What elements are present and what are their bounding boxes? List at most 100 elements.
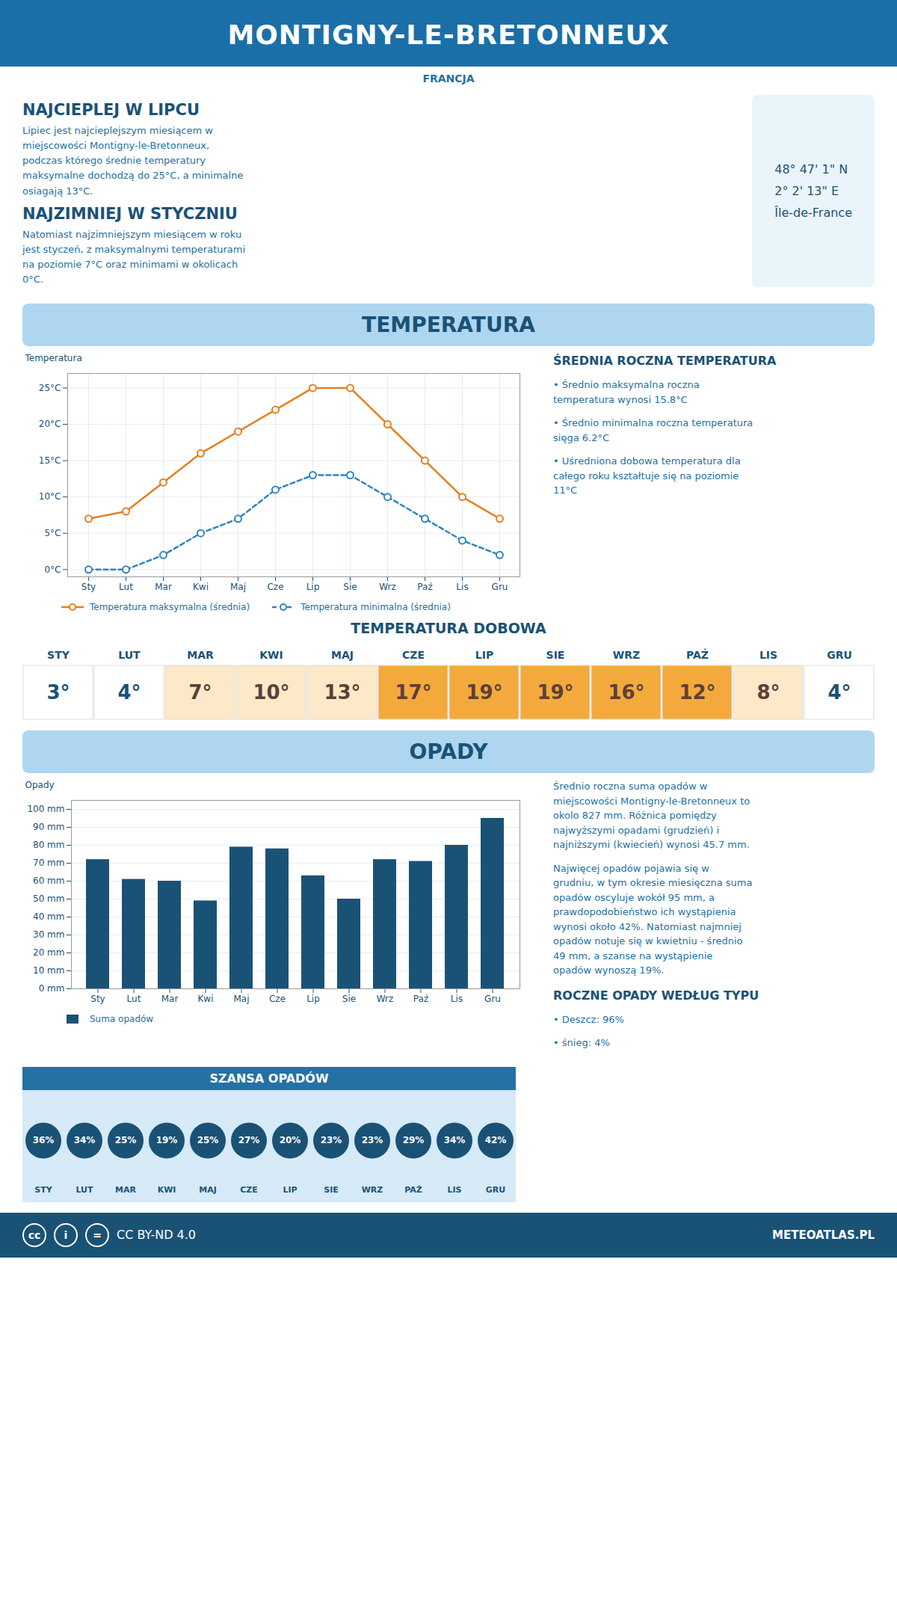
svg-text:0°C: 0°C bbox=[44, 564, 61, 575]
svg-text:LIS: LIS bbox=[447, 1184, 462, 1195]
svg-text:4°: 4° bbox=[117, 680, 141, 704]
svg-text:12°: 12° bbox=[678, 680, 716, 704]
svg-text:GRU: GRU bbox=[826, 648, 853, 661]
svg-text:7°: 7° bbox=[188, 680, 212, 704]
svg-text:34%: 34% bbox=[444, 1134, 466, 1146]
svg-text:Opady: Opady bbox=[25, 779, 55, 791]
svg-text:10°: 10° bbox=[252, 680, 290, 704]
svg-text:20°C: 20°C bbox=[38, 419, 62, 430]
svg-text:Paź: Paź bbox=[413, 993, 429, 1004]
svg-text:19°: 19° bbox=[465, 680, 503, 704]
svg-text:SIE: SIE bbox=[546, 648, 566, 661]
svg-text:Sty: Sty bbox=[81, 581, 96, 593]
svg-text:20%: 20% bbox=[279, 1134, 302, 1146]
svg-text:MAR: MAR bbox=[115, 1184, 137, 1195]
svg-text:10 mm: 10 mm bbox=[32, 965, 65, 977]
html-text:MONTIGNY-LE-BRETONNEUX: MONTIGNY-LE-BRETONNEUX bbox=[227, 19, 670, 51]
svg-text:Kwi: Kwi bbox=[192, 581, 209, 593]
svg-text:19°: 19° bbox=[536, 680, 574, 704]
svg-text:WRZ: WRZ bbox=[361, 1184, 384, 1195]
svg-text:PAŹ: PAŹ bbox=[686, 648, 709, 661]
svg-text:5°C: 5°C bbox=[44, 527, 61, 539]
svg-text:Wrz: Wrz bbox=[376, 993, 394, 1004]
svg-text:Lip: Lip bbox=[306, 993, 320, 1004]
svg-text:LIS: LIS bbox=[759, 648, 778, 661]
svg-text:KWI: KWI bbox=[157, 1184, 177, 1195]
svg-text:27%: 27% bbox=[238, 1134, 261, 1146]
svg-text:STY: STY bbox=[47, 648, 71, 661]
html-text:Lipiec jest najcieplejszym mie: Lipiec jest najcieplejszym miesiącem w m… bbox=[22, 124, 244, 197]
svg-text:20 mm: 20 mm bbox=[32, 947, 65, 959]
svg-text:19%: 19% bbox=[156, 1134, 178, 1146]
svg-text:CZE: CZE bbox=[402, 648, 425, 661]
svg-text:13°: 13° bbox=[323, 680, 361, 704]
svg-text:LUT: LUT bbox=[75, 1184, 94, 1195]
svg-text:LIP: LIP bbox=[475, 648, 494, 661]
svg-text:Lis: Lis bbox=[450, 993, 463, 1004]
svg-text:4°: 4° bbox=[827, 680, 851, 704]
svg-text:GRU: GRU bbox=[485, 1184, 506, 1195]
svg-text:40 mm: 40 mm bbox=[32, 911, 65, 923]
svg-text:70 mm: 70 mm bbox=[32, 858, 65, 869]
svg-text:Sie: Sie bbox=[342, 993, 356, 1004]
svg-text:Mar: Mar bbox=[161, 993, 179, 1004]
svg-text:SIE: SIE bbox=[323, 1184, 339, 1195]
html-text:TEMPERATURA: TEMPERATURA bbox=[361, 312, 536, 338]
svg-text:25%: 25% bbox=[115, 1134, 137, 1146]
svg-text:Lis: Lis bbox=[455, 581, 468, 593]
html-text:Najwięcej opadów pojawia się w: Najwięcej opadów pojawia się w grudniu, … bbox=[553, 862, 753, 976]
html-text:• Średnio maksymalna roczna te: • Średnio maksymalna roczna temperatura … bbox=[553, 379, 700, 405]
svg-text:Cze: Cze bbox=[266, 581, 284, 593]
svg-text:15°C: 15°C bbox=[38, 455, 62, 466]
svg-text:3°: 3° bbox=[46, 680, 70, 704]
svg-text:25°C: 25°C bbox=[38, 382, 62, 394]
svg-text:Gru: Gru bbox=[491, 581, 509, 593]
html-text:Natomiast najzimniejszym miesi: Natomiast najzimniejszym miesiącem w rok… bbox=[22, 228, 246, 285]
svg-text:80 mm: 80 mm bbox=[32, 840, 65, 851]
svg-text:LIP: LIP bbox=[282, 1184, 297, 1195]
svg-text:MAJ: MAJ bbox=[331, 648, 354, 661]
svg-text:Lip: Lip bbox=[306, 581, 320, 593]
svg-text:WRZ: WRZ bbox=[612, 648, 640, 661]
svg-text:KWI: KWI bbox=[259, 648, 284, 661]
html-text:Średnio roczna suma opadów w m: Średnio roczna suma opadów w miejscowośc… bbox=[553, 780, 750, 851]
svg-text:Cze: Cze bbox=[269, 993, 286, 1004]
svg-text:Temperatura: Temperatura bbox=[24, 352, 83, 364]
html-text:• Średnio minimalna roczna tem: • Średnio minimalna roczna temperatura s… bbox=[553, 417, 753, 444]
svg-text:90 mm: 90 mm bbox=[32, 822, 65, 833]
svg-text:34%: 34% bbox=[74, 1134, 96, 1146]
html-text:• Uśredniona dobowa temperatur: • Uśredniona dobowa temperatura dla całe… bbox=[553, 455, 741, 496]
svg-text:29%: 29% bbox=[402, 1134, 425, 1146]
svg-text:Lut: Lut bbox=[118, 581, 134, 593]
svg-text:10°C: 10°C bbox=[38, 491, 62, 503]
svg-text:100 mm: 100 mm bbox=[26, 804, 65, 815]
svg-text:36%: 36% bbox=[32, 1134, 55, 1146]
svg-text:Kwi: Kwi bbox=[197, 993, 214, 1004]
svg-text:Wrz: Wrz bbox=[378, 581, 397, 593]
svg-text:23%: 23% bbox=[320, 1134, 343, 1146]
svg-text:17°: 17° bbox=[394, 680, 432, 704]
svg-text:Paź: Paź bbox=[417, 581, 433, 593]
svg-text:MAR: MAR bbox=[186, 648, 214, 661]
svg-text:Mar: Mar bbox=[154, 581, 172, 593]
svg-text:LUT: LUT bbox=[118, 648, 141, 661]
svg-text:PAŹ: PAŹ bbox=[404, 1184, 423, 1195]
svg-text:Maj: Maj bbox=[233, 993, 249, 1004]
svg-text:25%: 25% bbox=[197, 1134, 220, 1146]
svg-text:Lut: Lut bbox=[127, 993, 142, 1004]
svg-text:Sty: Sty bbox=[90, 993, 105, 1004]
svg-text:8°: 8° bbox=[756, 680, 780, 704]
svg-text:23%: 23% bbox=[361, 1134, 384, 1146]
svg-text:16°: 16° bbox=[607, 680, 645, 704]
svg-text:STY: STY bbox=[34, 1184, 53, 1195]
svg-text:Maj: Maj bbox=[230, 581, 246, 593]
svg-text:60 mm: 60 mm bbox=[32, 876, 65, 887]
svg-text:Gru: Gru bbox=[484, 993, 501, 1004]
svg-text:42%: 42% bbox=[485, 1134, 507, 1146]
svg-text:30 mm: 30 mm bbox=[32, 929, 65, 941]
svg-text:MAJ: MAJ bbox=[198, 1184, 217, 1195]
svg-text:50 mm: 50 mm bbox=[32, 894, 65, 905]
svg-text:Sie: Sie bbox=[343, 581, 357, 593]
svg-text:0 mm: 0 mm bbox=[38, 983, 66, 995]
svg-text:CZE: CZE bbox=[239, 1184, 258, 1195]
